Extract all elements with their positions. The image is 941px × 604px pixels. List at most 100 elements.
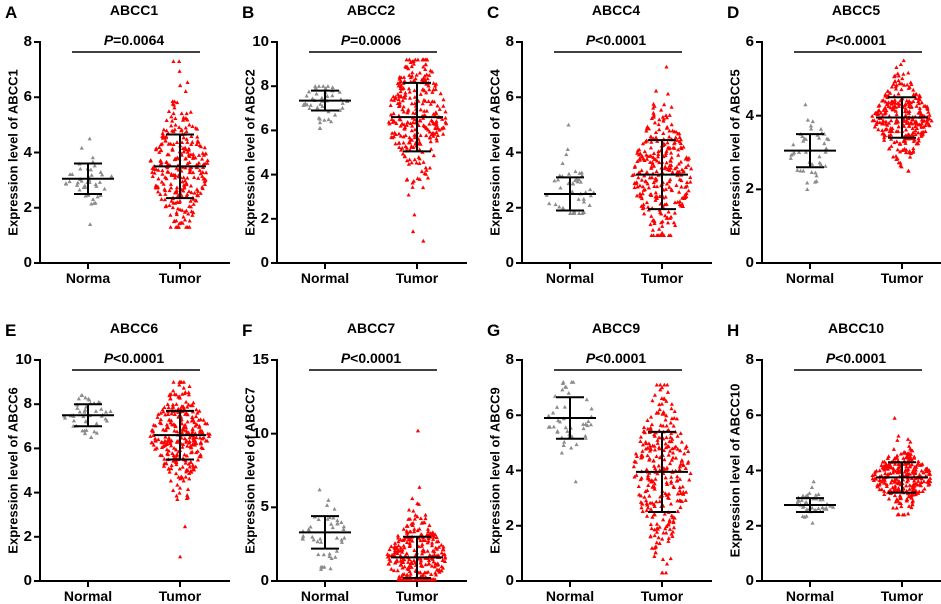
- data-point: [669, 479, 674, 484]
- data-point: [881, 131, 886, 136]
- data-point: [658, 382, 663, 387]
- data-point: [663, 153, 668, 158]
- data-point: [441, 544, 446, 549]
- data-point: [159, 197, 164, 201]
- data-point: [149, 440, 155, 445]
- panel-title: ABCC10: [827, 320, 884, 336]
- data-point: [894, 455, 900, 460]
- data-point: [652, 392, 658, 397]
- data-point: [895, 147, 900, 152]
- data-point: [566, 122, 571, 127]
- data-point: [392, 541, 398, 545]
- data-point: [885, 456, 890, 461]
- data-point: [648, 446, 653, 450]
- data-point: [899, 87, 904, 92]
- data-point: [896, 104, 901, 108]
- data-point: [437, 107, 442, 111]
- p-symbol: P: [103, 350, 114, 366]
- data-point: [893, 479, 898, 484]
- data-point: [894, 117, 899, 122]
- series-tumor: [870, 58, 934, 173]
- y-tick-label: 10: [252, 424, 269, 442]
- data-point: [194, 441, 199, 445]
- data-point: [918, 463, 923, 467]
- data-point: [637, 183, 643, 188]
- data-point: [177, 485, 183, 490]
- data-point: [631, 464, 636, 469]
- data-point: [328, 119, 334, 124]
- data-point: [916, 130, 921, 135]
- data-point: [388, 112, 394, 117]
- data-point: [585, 423, 590, 428]
- x-tick-label-tumor: Tumor: [395, 588, 439, 604]
- data-point: [896, 73, 901, 78]
- data-point: [183, 399, 189, 404]
- data-point: [404, 573, 409, 578]
- data-point: [908, 100, 914, 105]
- data-point: [552, 178, 557, 183]
- data-point: [651, 101, 656, 106]
- data-point: [89, 172, 94, 177]
- data-point: [185, 404, 190, 409]
- data-point: [654, 177, 659, 181]
- p-symbol: P: [585, 32, 596, 48]
- data-point: [400, 145, 405, 150]
- data-point: [791, 142, 796, 147]
- data-point: [557, 419, 563, 424]
- data-point: [664, 64, 669, 69]
- data-point: [800, 493, 806, 498]
- data-point: [402, 153, 407, 158]
- data-point: [896, 78, 901, 83]
- data-point: [897, 493, 903, 498]
- data-point: [388, 103, 393, 107]
- p-value: <0.0001: [595, 350, 647, 366]
- data-point: [668, 177, 673, 182]
- data-point: [403, 144, 408, 149]
- data-point: [878, 110, 884, 115]
- data-point: [670, 170, 675, 174]
- data-point: [688, 471, 693, 475]
- data-point: [434, 130, 439, 134]
- data-point: [181, 478, 186, 483]
- data-point: [907, 149, 912, 153]
- data-point: [638, 193, 643, 198]
- data-point: [175, 100, 180, 105]
- data-point: [689, 166, 694, 171]
- data-point: [174, 185, 180, 190]
- data-point: [577, 211, 582, 215]
- data-point: [891, 154, 896, 159]
- data-point: [426, 99, 431, 104]
- data-point: [424, 90, 429, 95]
- data-point: [397, 574, 402, 579]
- data-point: [163, 428, 168, 433]
- data-point: [94, 430, 100, 435]
- y-tick-label: 8: [745, 351, 754, 368]
- data-point: [165, 412, 171, 416]
- p-value-label: P<0.0001: [561, 32, 671, 48]
- data-point: [396, 535, 401, 540]
- data-point: [197, 435, 203, 440]
- data-point: [400, 558, 405, 563]
- data-point: [190, 170, 196, 175]
- data-point: [893, 84, 898, 89]
- panel-letter: D: [727, 3, 740, 22]
- data-point: [411, 61, 416, 66]
- data-point: [387, 547, 392, 552]
- data-point: [393, 96, 398, 101]
- data-point: [550, 410, 556, 415]
- data-point: [104, 418, 110, 423]
- data-point: [885, 88, 890, 93]
- data-point: [671, 485, 677, 489]
- data-point: [424, 72, 429, 77]
- data-point: [663, 475, 668, 480]
- x-tick-label-normal: Normal: [785, 588, 835, 604]
- data-point: [404, 528, 409, 533]
- y-tick-label: 0: [745, 254, 754, 271]
- data-point: [192, 190, 197, 195]
- data-point: [895, 119, 901, 124]
- data-point: [635, 159, 640, 163]
- data-point: [650, 485, 655, 489]
- data-point: [681, 144, 686, 149]
- data-point: [810, 520, 815, 525]
- data-point: [192, 175, 197, 180]
